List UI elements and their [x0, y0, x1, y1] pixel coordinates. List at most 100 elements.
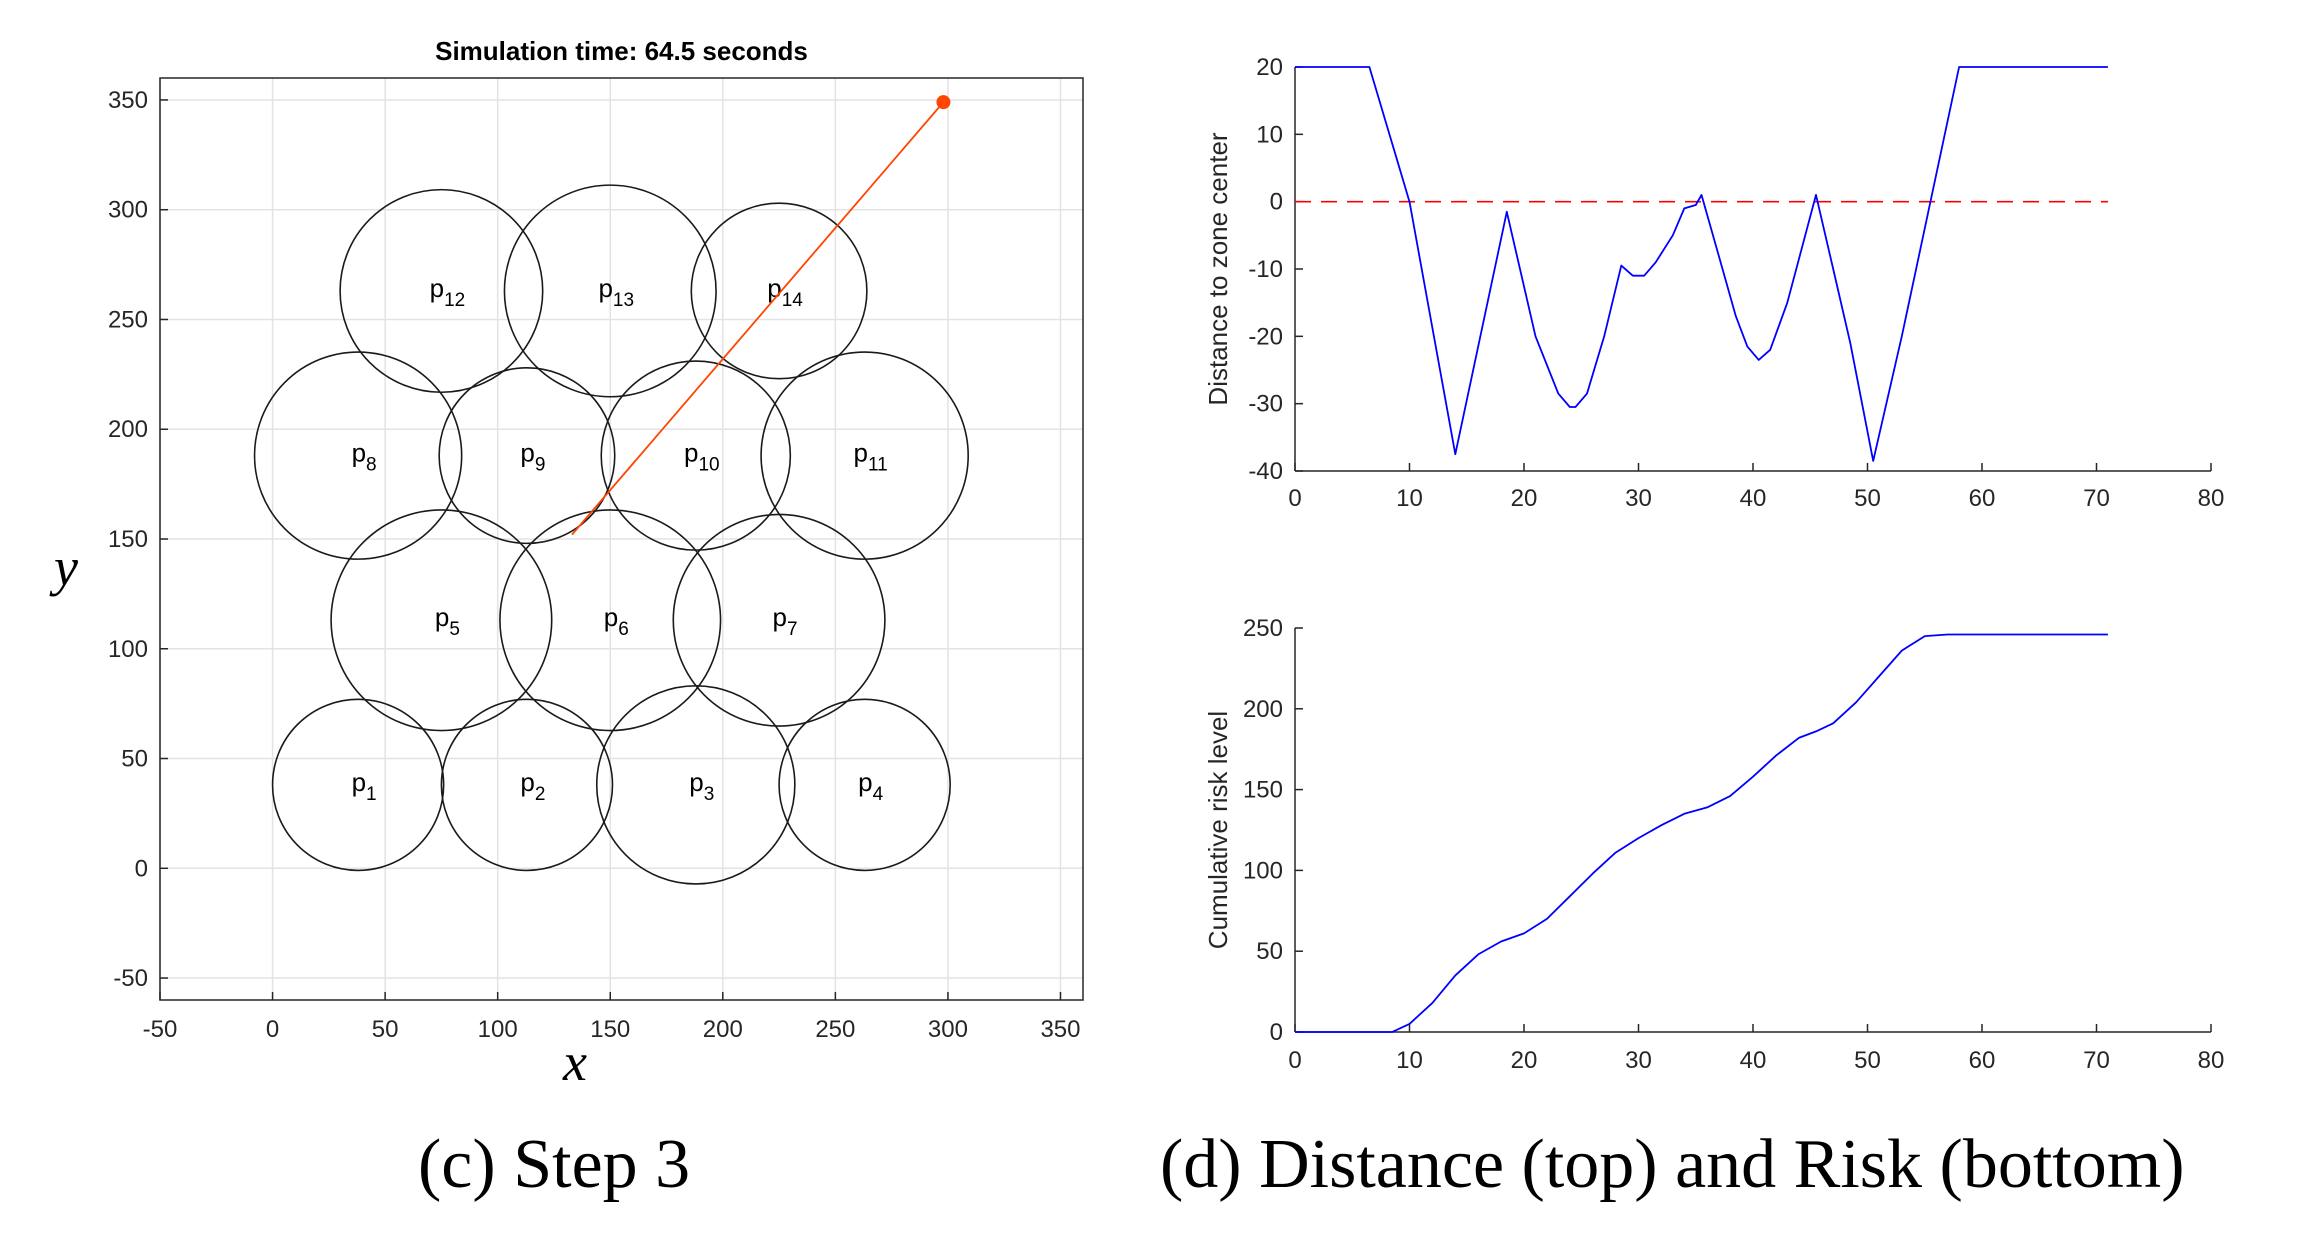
zone-label-subscript: 4	[873, 784, 884, 805]
zone-circle-13	[503, 184, 717, 398]
y-axis-label: Cumulative risk level	[1203, 711, 1233, 949]
zone-label-9: p9	[520, 438, 545, 476]
x-tick-label: 30	[1625, 1047, 1652, 1074]
zone-label-7: p7	[773, 602, 798, 640]
zone-label-12: p12	[430, 273, 466, 311]
x-tick-label: 40	[1740, 485, 1767, 512]
zone-label-subscript: 11	[868, 455, 888, 476]
x-tick-label: 150	[590, 1016, 630, 1043]
zone-label-4: p4	[858, 767, 883, 805]
x-tick-label: 50	[372, 1016, 399, 1043]
zone-label-8: p8	[352, 438, 377, 476]
zone-label-subscript: 12	[444, 290, 465, 311]
x-tick-label: 50	[1854, 485, 1881, 512]
trajectory-line	[571, 101, 945, 536]
y-tick-label: 300	[108, 197, 148, 224]
x-tick-label: 0	[1288, 1047, 1301, 1074]
zone-label-letter: p	[598, 273, 612, 303]
x-tick-label: 0	[266, 1016, 279, 1043]
zone-label-letter: p	[435, 602, 449, 632]
zone-label-subscript: 2	[535, 784, 546, 805]
y-tick-label: 200	[108, 416, 148, 443]
zone-circle-6	[499, 509, 722, 732]
y-tick-label: 150	[108, 526, 148, 553]
zone-circle-4	[778, 698, 951, 872]
x-tick-label: 300	[928, 1016, 968, 1043]
y-tick-label: 0	[1270, 1019, 1283, 1046]
zone-label-subscript: 3	[704, 784, 715, 805]
y-tick-label: 10	[1256, 121, 1283, 148]
y-tick-label: 200	[1243, 696, 1283, 723]
zone-label-subscript: 9	[535, 455, 546, 476]
y-tick-label: 50	[121, 746, 148, 773]
x-tick-label: 20	[1511, 1047, 1538, 1074]
y-tick-label: 20	[1256, 54, 1283, 81]
zone-circle-5	[330, 509, 553, 732]
zone-label-letter: p	[689, 767, 703, 797]
zone-label-2: p2	[520, 767, 545, 805]
x-tick-label: 30	[1625, 485, 1652, 512]
x-tick-label: 40	[1740, 1047, 1767, 1074]
zone-label-subscript: 7	[787, 619, 798, 640]
zone-label-letter: p	[520, 767, 534, 797]
zone-circle-9	[438, 366, 616, 545]
x-tick-label: 50	[1854, 1047, 1881, 1074]
x-tick-label: 10	[1396, 485, 1423, 512]
x-tick-label: 20	[1511, 485, 1538, 512]
zone-label-10: p10	[684, 438, 720, 476]
series-line	[1295, 633, 2108, 1033]
caption-right: (d) Distance (top) and Risk (bottom)	[1160, 1126, 2185, 1203]
y-tick-label: -30	[1248, 391, 1283, 418]
zone-label-subscript: 1	[366, 784, 377, 805]
zone-label-letter: p	[858, 767, 872, 797]
risk-chart: 0 10 20 30 40 50 60 70 80 0 50 100 150 200 250 Cumulati…	[1203, 615, 2224, 1074]
zone-circle-14	[690, 202, 868, 380]
zone-label-subscript: 8	[366, 455, 377, 476]
x-tick-label: 350	[1040, 1016, 1080, 1043]
caption-left: (c) Step 3	[418, 1126, 691, 1203]
zone-label-subscript: 5	[449, 619, 460, 640]
zone-circle-8	[253, 351, 463, 560]
zone-label-letter: p	[604, 602, 618, 632]
y-axis-label: Distance to zone center	[1203, 132, 1233, 405]
y-tick-label: 250	[1243, 615, 1283, 642]
y-tick-label: 350	[108, 87, 148, 114]
zone-label-letter: p	[684, 438, 698, 468]
x-axis-label: x	[562, 1032, 587, 1092]
zone-label-subscript: 14	[782, 290, 804, 311]
zone-label-letter: p	[352, 767, 366, 797]
y-tick-label: -40	[1248, 458, 1283, 485]
x-tick-label: 70	[2083, 1047, 2110, 1074]
trajectory-chart: -50 0 50 100 150 200 250 300 350 -50 0 50 100 150 200 2…	[49, 36, 1084, 1092]
zone-circle-12	[339, 188, 544, 394]
y-tick-label: 250	[108, 306, 148, 333]
zone-label-1: p1	[352, 767, 377, 805]
zone-circle-11	[760, 351, 969, 560]
y-tick-label: 150	[1243, 777, 1283, 804]
zone-label-subscript: 6	[618, 619, 629, 640]
y-tick-label: 100	[1243, 857, 1283, 884]
x-tick-label: 80	[2198, 485, 2225, 512]
x-tick-label: 60	[1969, 485, 1996, 512]
zone-label-6: p6	[604, 602, 629, 640]
zone-label-letter: p	[352, 438, 366, 468]
y-tick-label: 50	[1256, 938, 1283, 965]
y-tick-label: -50	[113, 965, 148, 992]
series-line	[1295, 66, 2108, 462]
x-tick-label: 60	[1969, 1047, 1996, 1074]
y-tick-label: -20	[1248, 323, 1283, 350]
x-tick-label: 70	[2083, 485, 2110, 512]
y-tick-label: 0	[1270, 189, 1283, 216]
zone-label-letter: p	[430, 273, 444, 303]
zone-label-letter: p	[520, 438, 534, 468]
zone-circle-2	[440, 698, 614, 872]
zone-label-subscript: 10	[698, 455, 719, 476]
current-position-marker	[936, 95, 951, 110]
zone-circle-1	[271, 698, 445, 872]
x-tick-label: 100	[478, 1016, 518, 1043]
x-tick-label: 0	[1288, 485, 1301, 512]
y-tick-label: 100	[108, 636, 148, 663]
zone-circle-10	[600, 360, 792, 551]
distance-chart: 0 10 20 30 40 50 60 70 80 -40 -30 -20 -10 0 10 20 Distan…	[1203, 54, 2224, 512]
x-tick-label: -50	[143, 1016, 178, 1043]
